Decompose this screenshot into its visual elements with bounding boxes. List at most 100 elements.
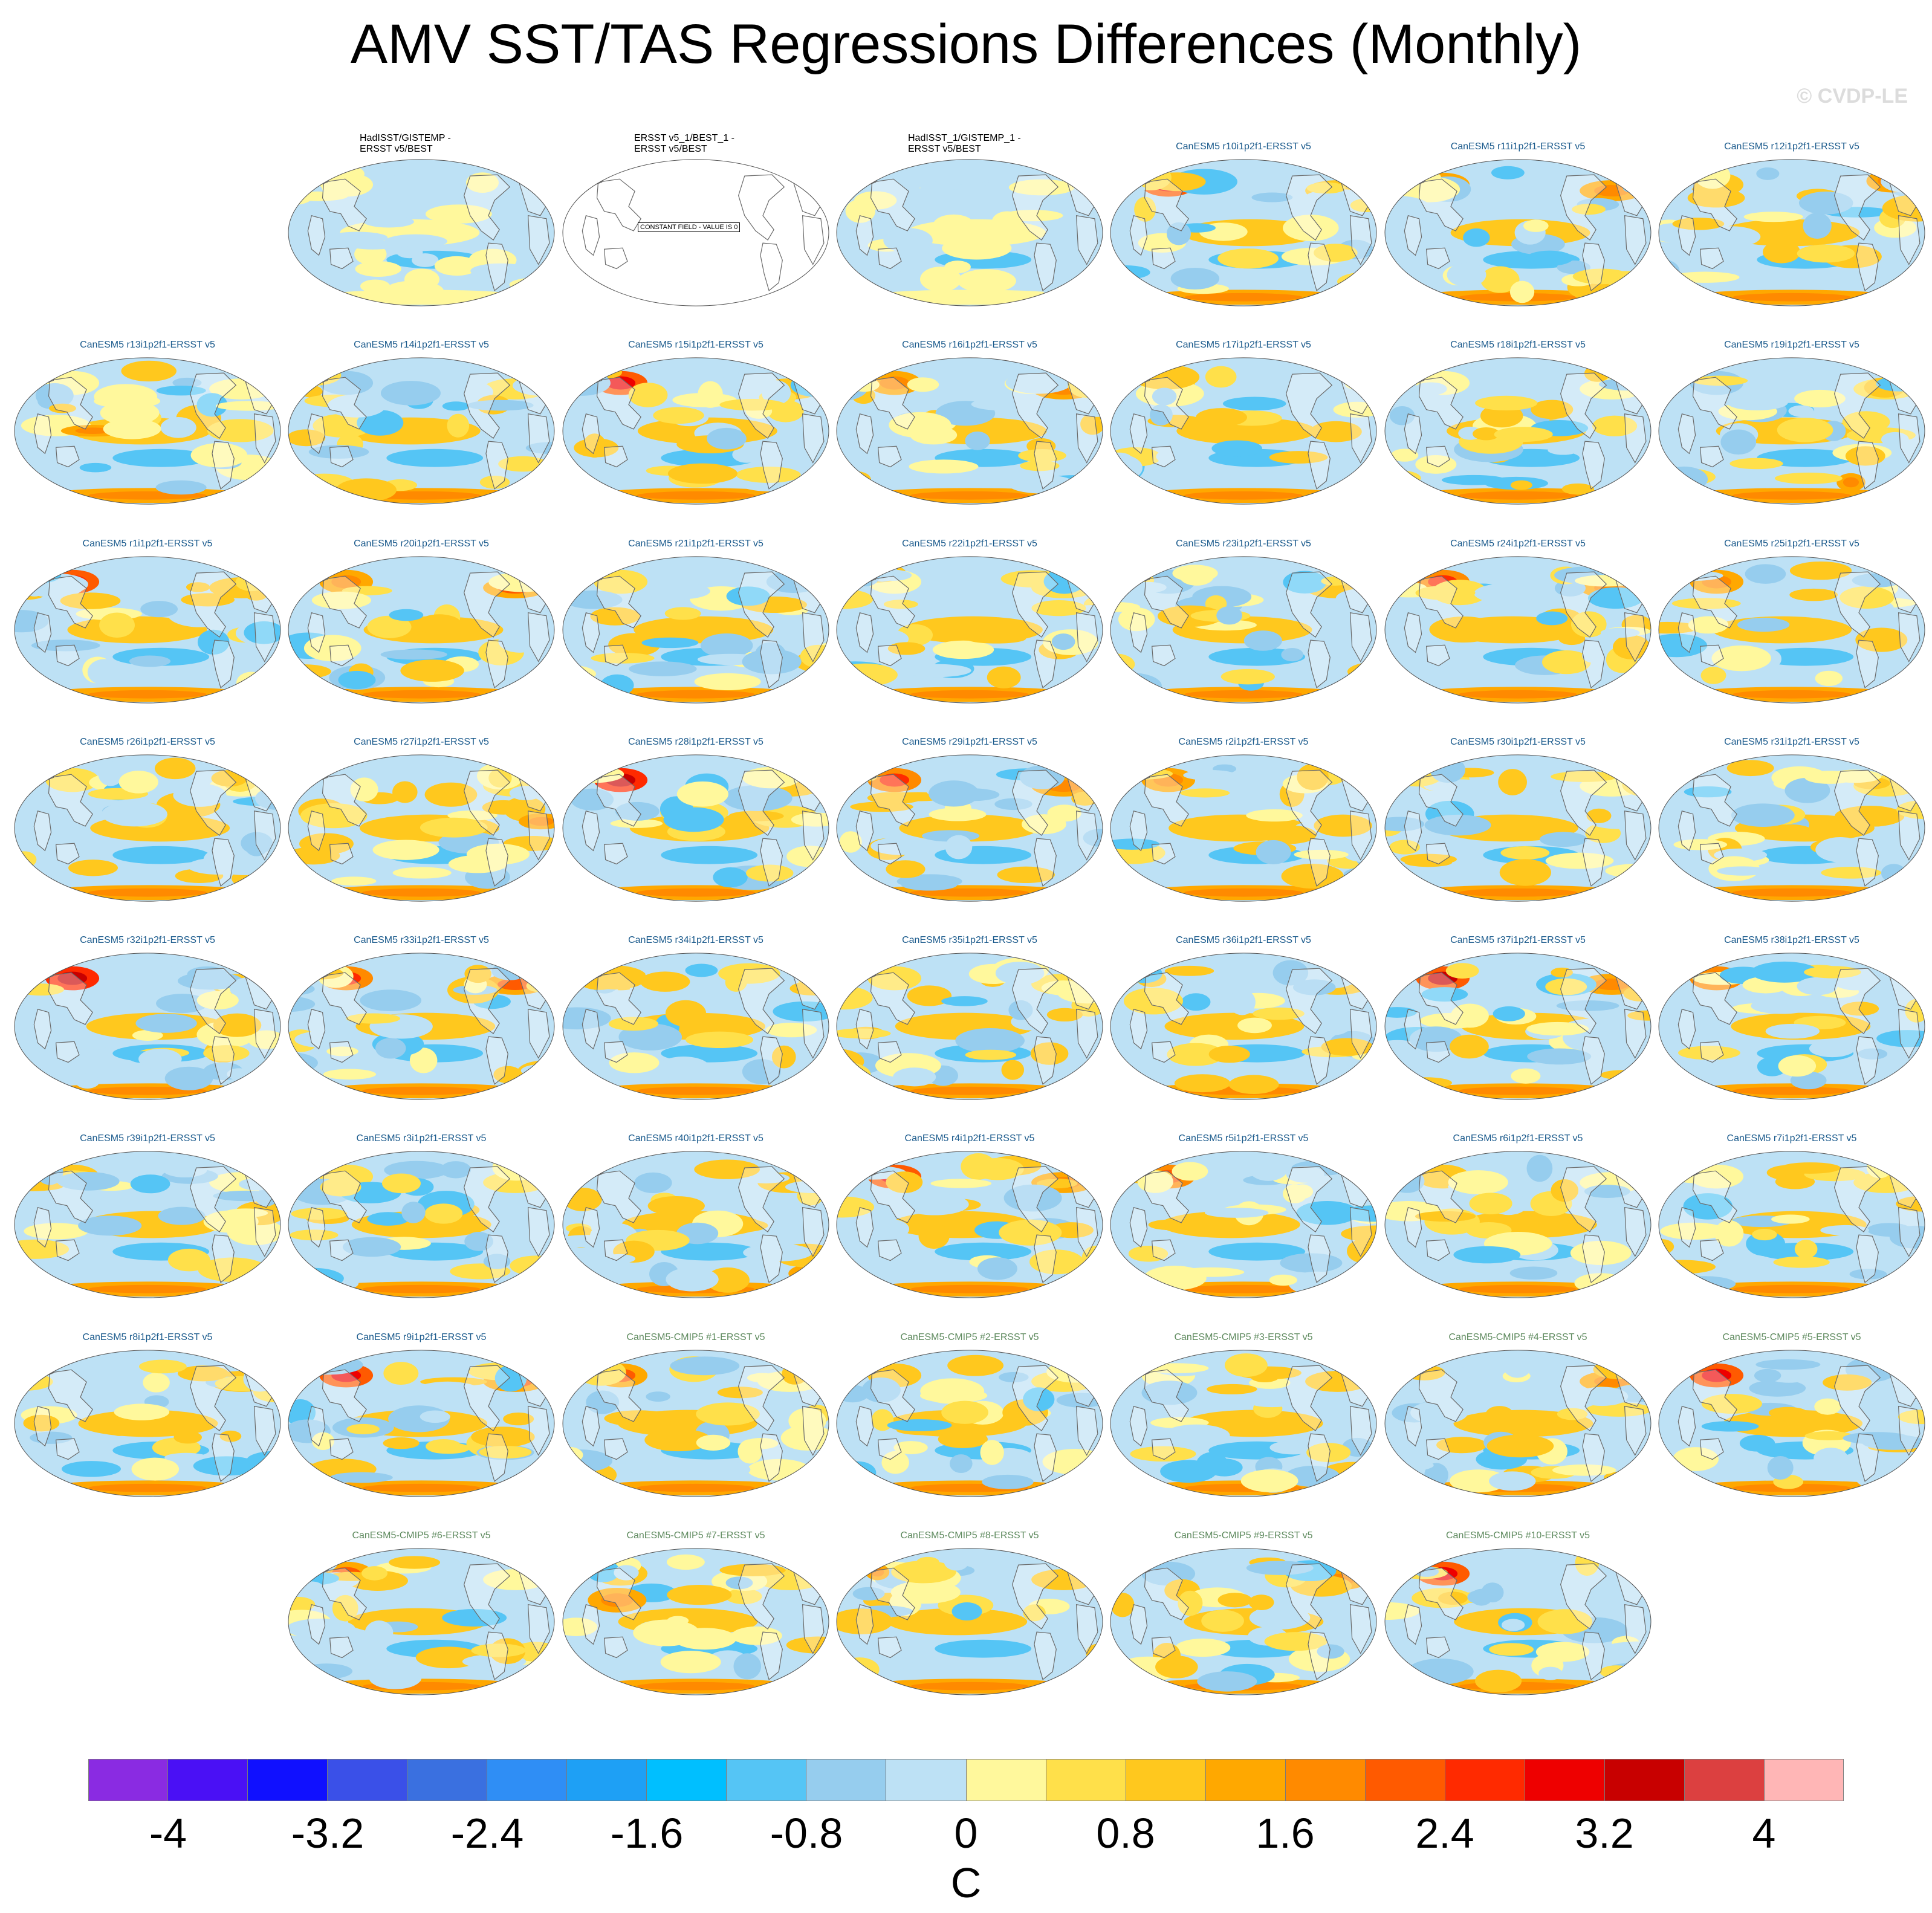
colorbar-tick-label: 0.8: [1096, 1810, 1155, 1857]
field-contour: [1459, 1086, 1577, 1095]
field-contour: [1415, 585, 1476, 601]
field-contour: [887, 1608, 1028, 1636]
field-contour: [1347, 172, 1376, 186]
field-contour: [1829, 840, 1891, 856]
coastline: [1624, 215, 1647, 265]
coastline: [870, 575, 915, 629]
field-contour: [1137, 1170, 1173, 1193]
coastline: [1034, 1631, 1057, 1680]
field-contour: [629, 661, 697, 676]
field-contour: [1292, 979, 1336, 995]
map-field: [1658, 754, 1925, 902]
field-contour: [181, 593, 235, 607]
field-contour: [1172, 565, 1218, 582]
field-contour: [1587, 587, 1644, 609]
field-contour: [686, 1460, 751, 1479]
coastline: [33, 1008, 52, 1050]
field-contour: [1481, 1582, 1504, 1603]
coastline: [1129, 215, 1148, 256]
field-contour: [644, 1428, 712, 1452]
panel-title: CanESM5 r5i1p2f1-ERSST v5: [1178, 1133, 1309, 1144]
field-contour: [323, 1069, 377, 1080]
coastline: [738, 1563, 785, 1630]
panel-title: CanESM5 r35i1p2f1-ERSST v5: [902, 935, 1037, 945]
field-contour: [1207, 1384, 1257, 1394]
field-contour: [1297, 763, 1329, 791]
coastline: [33, 1206, 52, 1248]
coastline: [760, 1036, 783, 1085]
field-contour: [883, 228, 933, 253]
field-contour: [1475, 395, 1538, 410]
coastline: [322, 1369, 367, 1422]
field-contour: [1731, 803, 1795, 827]
map-field: [562, 1548, 829, 1695]
coastline: [485, 1631, 508, 1680]
field-contour: [1180, 788, 1230, 798]
panel-title: CanESM5 r40i1p2f1-ERSST v5: [628, 1133, 763, 1144]
colorbar-box: [1525, 1759, 1605, 1801]
field-contour: [995, 962, 1045, 985]
field-contour: [705, 1267, 750, 1293]
field-contour: [1757, 1057, 1788, 1076]
panel-title: CanESM5 r11i1p2f1-ERSST v5: [1450, 141, 1586, 152]
field-contour: [156, 994, 209, 1014]
map-panel: CanESM5-CMIP5 #1-ERSST v5: [560, 1324, 831, 1499]
field-contour: [132, 1030, 163, 1041]
field-contour: [742, 1059, 781, 1084]
field-contour: [637, 1682, 755, 1691]
field-contour: [1041, 980, 1085, 995]
field-contour: [1008, 1000, 1033, 1020]
panel-title: ERSST v5_1/BEST_1 - ERSST v5/BEST: [634, 133, 734, 154]
field-contour: [42, 1204, 76, 1223]
field-contour: [471, 1643, 527, 1657]
field-contour: [980, 1440, 1004, 1465]
coastline: [322, 377, 367, 430]
field-contour: [1820, 1225, 1870, 1235]
field-contour: [1538, 1666, 1563, 1680]
colorbar: [88, 1759, 1844, 1801]
field-contour: [1684, 786, 1732, 798]
field-contour: [881, 1451, 909, 1474]
coastline: [1308, 1234, 1331, 1283]
coastline: [760, 838, 783, 887]
coastline: [877, 247, 902, 270]
field-contour: [381, 1173, 421, 1194]
coastline: [1308, 242, 1331, 291]
coastline: [1286, 1365, 1333, 1431]
map-panel: CanESM5 r5i1p2f1-ERSST v5: [1108, 1125, 1379, 1300]
field-contour: [942, 237, 1012, 260]
coastline: [1151, 644, 1176, 667]
map-outline: [1384, 1151, 1652, 1298]
map-panel: CanESM5 r16i1p2f1-ERSST v5: [834, 331, 1105, 507]
map-field: [1110, 1548, 1377, 1695]
coastline: [582, 810, 600, 852]
field-contour: [644, 583, 710, 600]
field-contour: [641, 637, 699, 649]
field-contour: [290, 1229, 339, 1241]
field-contour: [1001, 1060, 1025, 1080]
field-contour: [383, 1362, 419, 1385]
field-contour: [1438, 1591, 1468, 1605]
coastline: [48, 1369, 93, 1422]
map-field: [1384, 556, 1652, 704]
field-contour: [173, 1431, 203, 1444]
field-contour: [1745, 564, 1786, 584]
coastline: [603, 1636, 628, 1659]
field-contour: [563, 1007, 611, 1030]
coastline: [307, 1405, 326, 1447]
field-contour: [203, 1210, 259, 1233]
coastline: [802, 1604, 825, 1654]
coastline: [1034, 242, 1057, 291]
coastline: [1560, 769, 1607, 836]
map-field: [1384, 754, 1652, 902]
field-contour: [1659, 1362, 1687, 1377]
field-contour: [698, 381, 723, 408]
coastline: [485, 1433, 508, 1482]
field-contour: [999, 1371, 1029, 1383]
field-contour: [1638, 1562, 1651, 1581]
field-contour: [1448, 1170, 1508, 1194]
field-contour: [1659, 1011, 1676, 1034]
coastline: [738, 968, 785, 1034]
field-contour: [1501, 1619, 1525, 1631]
field-contour: [1321, 1038, 1373, 1056]
